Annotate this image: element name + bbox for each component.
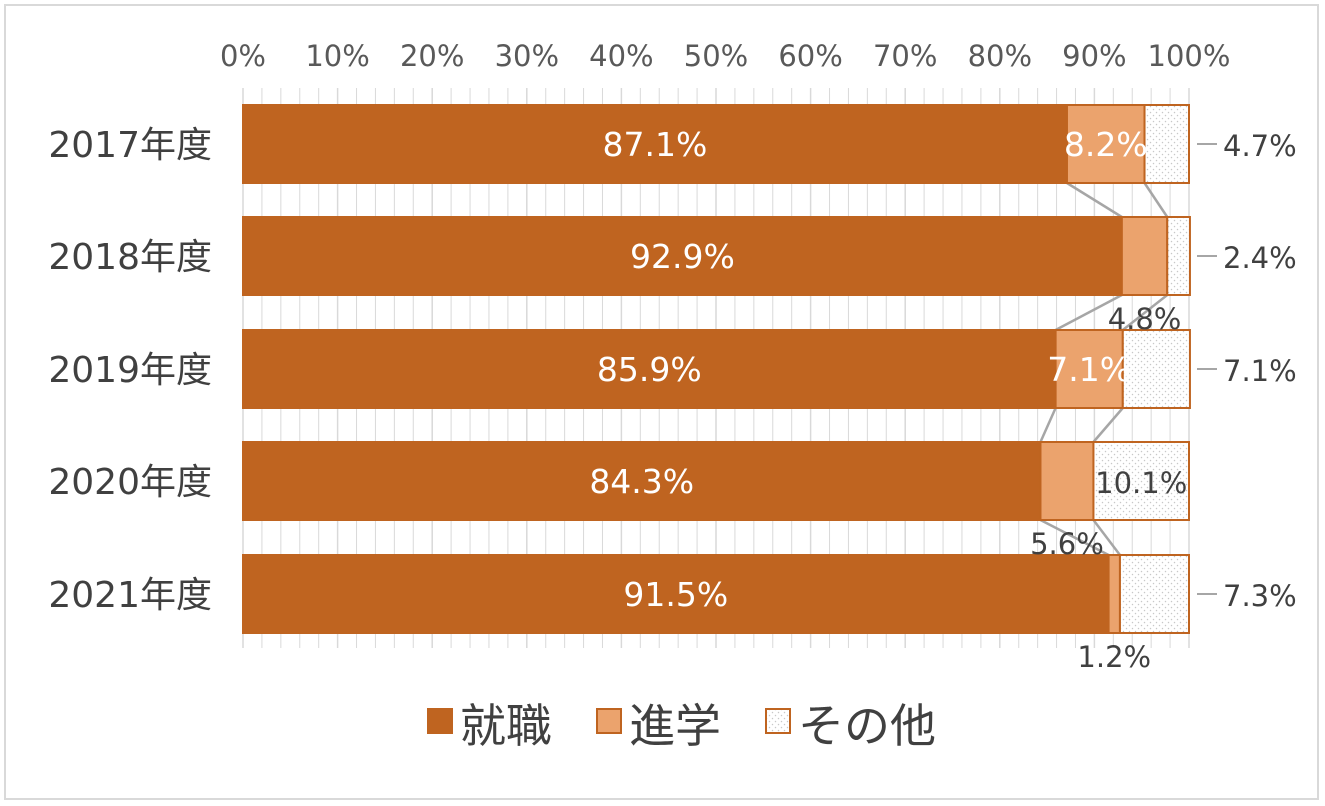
label-further-study: 7.1% [1047, 350, 1131, 389]
label-other: 7.3% [1223, 579, 1297, 613]
label-employment: 85.9% [597, 350, 702, 389]
series-line [1092, 407, 1124, 443]
label-other: 4.7% [1223, 129, 1297, 163]
x-tick-label: 90% [1062, 39, 1126, 73]
x-tick-label: 20% [400, 39, 464, 73]
x-tick-label: 30% [495, 39, 559, 73]
category-label: 2020年度 [48, 462, 212, 503]
x-tick-label: 40% [589, 39, 653, 73]
label-employment: 92.9% [630, 237, 735, 276]
bar-further-study [1039, 441, 1095, 521]
legend-other-label: その他 [798, 699, 936, 753]
legend-employment-swatch [427, 708, 453, 734]
legend-further-study-swatch [596, 708, 622, 734]
legend-other-swatch [765, 708, 791, 734]
label-other: 10.1% [1095, 466, 1187, 500]
series-line [1055, 293, 1123, 332]
bar-other [1166, 216, 1191, 296]
label-employment: 87.1% [603, 125, 708, 164]
label-further-study: 4.8% [1108, 302, 1182, 336]
bar-other [1092, 441, 1190, 521]
label-employment: 84.3% [589, 462, 694, 501]
x-tick-label: 60% [778, 39, 842, 73]
bar-other [1121, 329, 1191, 409]
category-label: 2019年度 [48, 350, 212, 391]
x-tick-label: 50% [684, 39, 748, 73]
label-other: 7.1% [1223, 354, 1297, 388]
bar-employment [242, 104, 1068, 184]
x-tick-label: 80% [968, 39, 1032, 73]
label-employment: 91.5% [623, 575, 728, 614]
series-line [1039, 407, 1057, 443]
label-further-study: 8.2% [1064, 125, 1148, 164]
bar-further-study [1120, 216, 1169, 296]
bar-further-study [1107, 554, 1121, 634]
series-line [1066, 181, 1123, 219]
label-other: 2.4% [1223, 241, 1297, 275]
series-line [1122, 294, 1169, 331]
series-line [1092, 519, 1121, 556]
x-tick-label: 100% [1148, 39, 1231, 73]
legend-further-study-label: 進学 [629, 699, 721, 753]
category-label: 2021年度 [48, 575, 212, 616]
category-label: 2018年度 [48, 237, 212, 278]
bar-employment [242, 441, 1042, 521]
x-tick-label: 70% [873, 39, 937, 73]
label-further-study: 1.2% [1077, 640, 1151, 674]
bar-other [1118, 554, 1191, 634]
x-tick-label: 0% [220, 39, 266, 73]
series-line [1039, 518, 1110, 557]
category-label: 2017年度 [48, 125, 212, 166]
bar-employment [242, 554, 1110, 634]
x-tick-label: 10% [305, 39, 369, 73]
bar-further-study [1054, 329, 1124, 409]
legend-employment-label: 就職 [460, 699, 552, 753]
series-line [1143, 182, 1169, 218]
bar-other [1143, 104, 1190, 184]
label-further-study: 5.6% [1030, 527, 1104, 561]
